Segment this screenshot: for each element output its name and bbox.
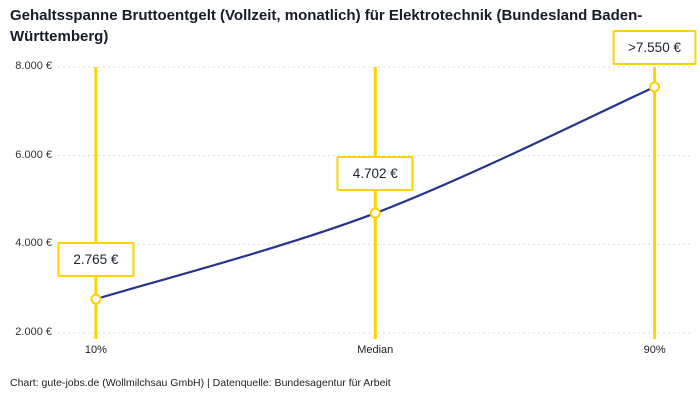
value-callout: 4.702 € xyxy=(336,156,414,192)
chart-title: Gehaltsspanne Bruttoentgelt (Vollzeit, m… xyxy=(10,7,643,45)
data-point-marker xyxy=(369,207,381,219)
x-tick-label: Median xyxy=(357,344,394,356)
chart-footer: Chart: gute-jobs.de (Wollmilchsau GmbH) … xyxy=(10,377,391,389)
x-tick-label: 90% xyxy=(643,344,666,356)
plot-area xyxy=(58,66,690,339)
x-tick-label: 10% xyxy=(84,344,107,356)
y-tick-label: 4.000 € xyxy=(15,237,52,250)
value-callout: >7.550 € xyxy=(612,29,697,65)
y-tick-label: 2.000 € xyxy=(15,326,52,338)
y-tick-label: 8.000 € xyxy=(15,60,52,72)
y-tick-label: 6.000 € xyxy=(15,148,52,161)
data-point-marker xyxy=(90,293,102,305)
value-callout: 2.765 € xyxy=(57,242,135,278)
plot-svg xyxy=(58,66,690,339)
data-point-marker xyxy=(649,81,661,93)
